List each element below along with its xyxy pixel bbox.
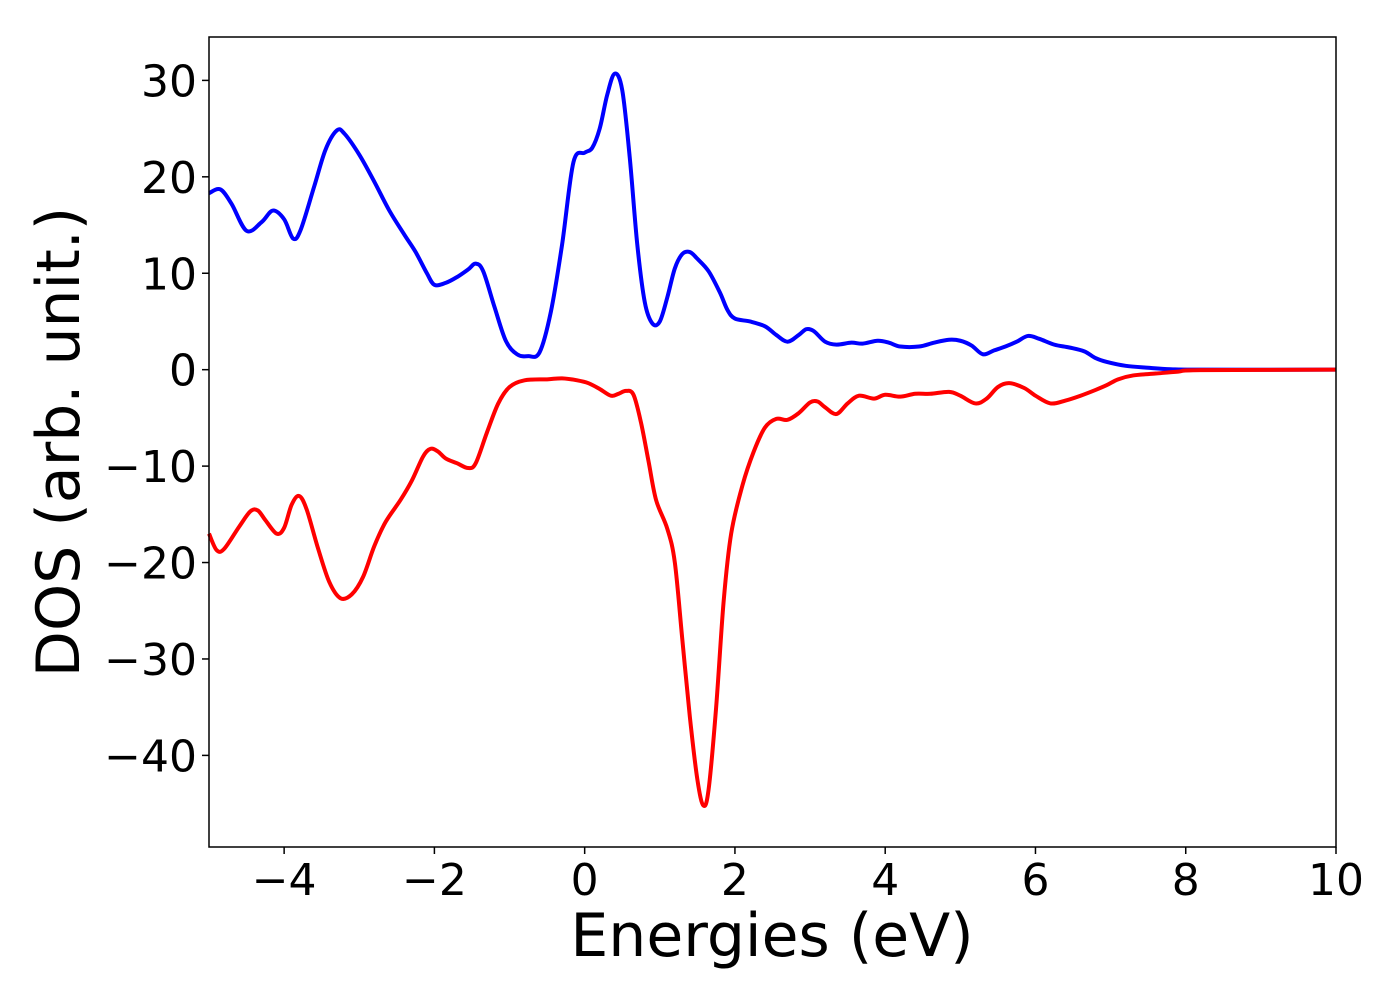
x-tick-label: 2	[721, 855, 749, 906]
series-line-1	[208, 71, 1337, 372]
y-axis-label: DOS (arb. unit.)	[24, 207, 94, 677]
x-tick-label: 6	[1021, 855, 1049, 906]
x-axis-label: Energies (eV)	[570, 901, 973, 971]
x-tick-label: −2	[402, 855, 467, 906]
series-line-2	[207, 367, 1337, 808]
plot-frame	[208, 36, 1337, 848]
x-tick-label: 8	[1172, 855, 1200, 906]
x-tick-label: 10	[1308, 855, 1364, 906]
x-tick-label: 0	[571, 855, 599, 906]
y-tick-label: 10	[141, 249, 197, 300]
y-tick-label: 0	[169, 346, 197, 397]
y-tick-label: −20	[104, 539, 197, 590]
y-tick-label: −30	[104, 635, 197, 686]
y-tick-label: −40	[104, 731, 197, 782]
x-tick-label: −4	[252, 855, 317, 906]
series-layer	[207, 71, 1337, 808]
y-tick-label: 20	[141, 153, 197, 204]
y-tick-label: −10	[104, 442, 197, 493]
x-axis-ticks: −4 −2 0 2 4 6 8 10	[252, 847, 1364, 906]
x-tick-label: 4	[871, 855, 899, 906]
y-tick-label: 30	[141, 56, 197, 107]
y-axis-ticks: 30 20 10 0 −10 −20 −30 −40	[104, 56, 209, 782]
